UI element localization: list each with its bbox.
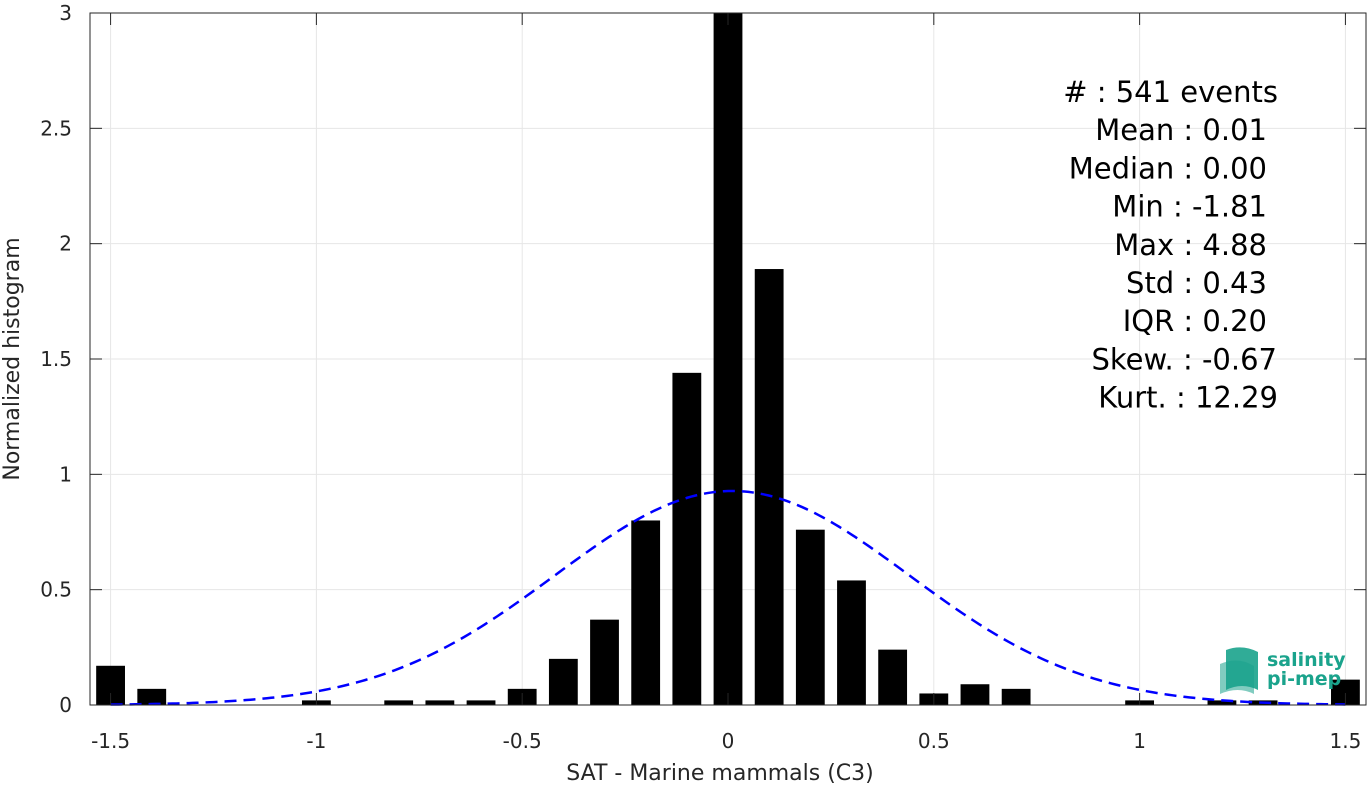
y-tick-label: 2 <box>59 232 72 256</box>
logo-text-line2: pi-mep <box>1267 668 1341 690</box>
x-tick-label: 0.5 <box>918 729 950 753</box>
histogram-bar <box>384 700 414 705</box>
stats-line: Median : 0.00 <box>1069 151 1267 185</box>
salinity-pimep-logo: salinity pi-mep <box>1220 647 1346 694</box>
stats-line: Kurt. : 12.29 <box>1098 381 1278 415</box>
y-tick-labels: 0 0.5 1 1.5 2 2.5 3 <box>40 1 72 717</box>
stats-line: Min : -1.81 <box>1112 190 1267 224</box>
stats-line: Std : 0.43 <box>1126 266 1267 300</box>
stats-line: Skew. : -0.67 <box>1091 342 1277 376</box>
histogram-bar <box>837 580 866 705</box>
y-tick-label: 0.5 <box>40 578 72 602</box>
histogram-bar <box>548 658 578 705</box>
histogram-bar <box>425 700 455 705</box>
x-tick-labels: -1.5 -1 -0.5 0 0.5 1 1.5 <box>91 729 1361 753</box>
histogram-bar <box>137 688 167 705</box>
x-tick-label: 0 <box>722 729 735 753</box>
stats-line: IQR : 0.20 <box>1123 304 1267 338</box>
statistics-panel: # : 541 events Mean : 0.01 Median : 0.00 Mi… <box>1063 75 1278 415</box>
gaussian-fit-curve <box>110 489 1346 706</box>
x-tick-label: -1 <box>306 729 326 753</box>
axis-ticks <box>90 12 1366 706</box>
x-axis-label: SAT - Marine mammals (C3) <box>566 761 874 785</box>
y-axis-label: Normalized histogram <box>0 237 25 480</box>
histogram-bar <box>631 520 661 705</box>
histogram-bar <box>795 529 825 705</box>
histogram-bar <box>590 619 619 705</box>
y-tick-label: 1.5 <box>40 347 72 371</box>
stats-line: Max : 4.88 <box>1114 228 1267 262</box>
logo-text-line1: salinity <box>1267 649 1346 671</box>
histogram-bar <box>1001 688 1031 705</box>
histogram-bar <box>466 700 496 705</box>
histogram-bar <box>878 649 908 705</box>
y-tick-label: 0 <box>59 693 72 717</box>
histogram-bar <box>713 13 743 705</box>
stats-line: # : 541 events <box>1063 75 1278 109</box>
histogram-bar <box>754 269 784 705</box>
histogram-bar <box>960 684 990 705</box>
stats-line: Mean : 0.01 <box>1095 113 1267 147</box>
y-tick-label: 1 <box>59 462 72 486</box>
histogram-bar <box>1207 700 1237 705</box>
wave-logo-icon <box>1220 647 1258 694</box>
x-tick-label: -1.5 <box>91 729 130 753</box>
histogram-bar <box>672 372 702 705</box>
y-tick-label: 3 <box>59 1 72 25</box>
y-tick-label: 2.5 <box>40 116 72 140</box>
logo-wave-shape <box>1220 660 1254 694</box>
x-tick-label: 1 <box>1133 729 1146 753</box>
x-tick-label: 1.5 <box>1330 729 1362 753</box>
x-tick-label: -0.5 <box>503 729 542 753</box>
histogram-bars <box>96 13 1360 705</box>
